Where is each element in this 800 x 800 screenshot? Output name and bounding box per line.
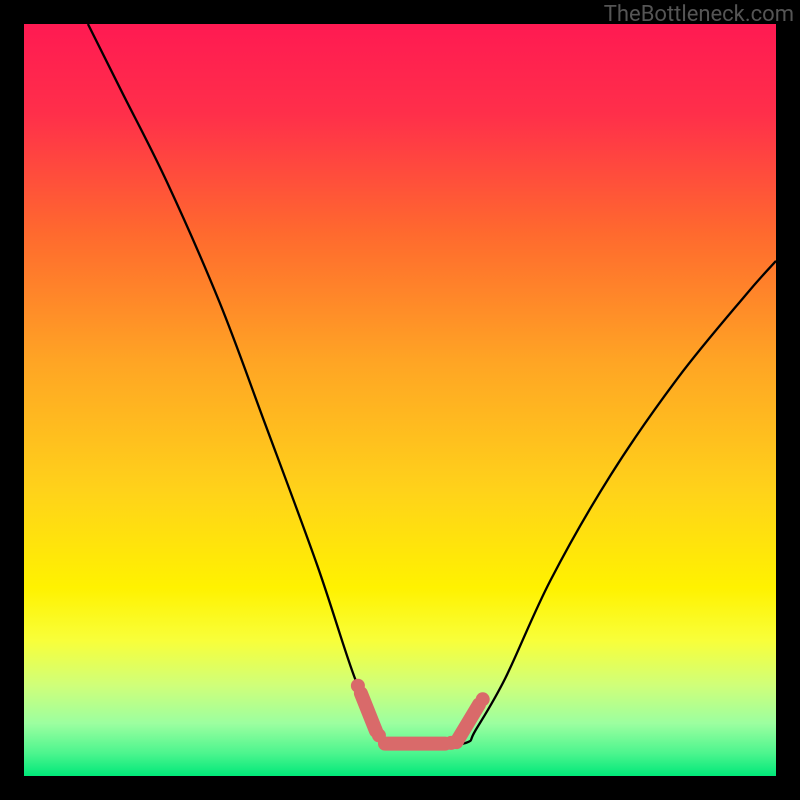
highlight-dot <box>351 679 365 693</box>
watermark-text: TheBottleneck.com <box>604 2 794 27</box>
highlight-dot <box>444 736 458 750</box>
plot-area <box>24 24 776 776</box>
highlight-dot <box>372 728 386 742</box>
highlight-segment <box>456 705 479 743</box>
bottleneck-curve <box>88 24 776 746</box>
curve-overlay <box>24 24 776 776</box>
highlight-segment <box>361 693 376 731</box>
outer-frame: TheBottleneck.com <box>0 0 800 800</box>
highlight-dot <box>476 692 490 706</box>
